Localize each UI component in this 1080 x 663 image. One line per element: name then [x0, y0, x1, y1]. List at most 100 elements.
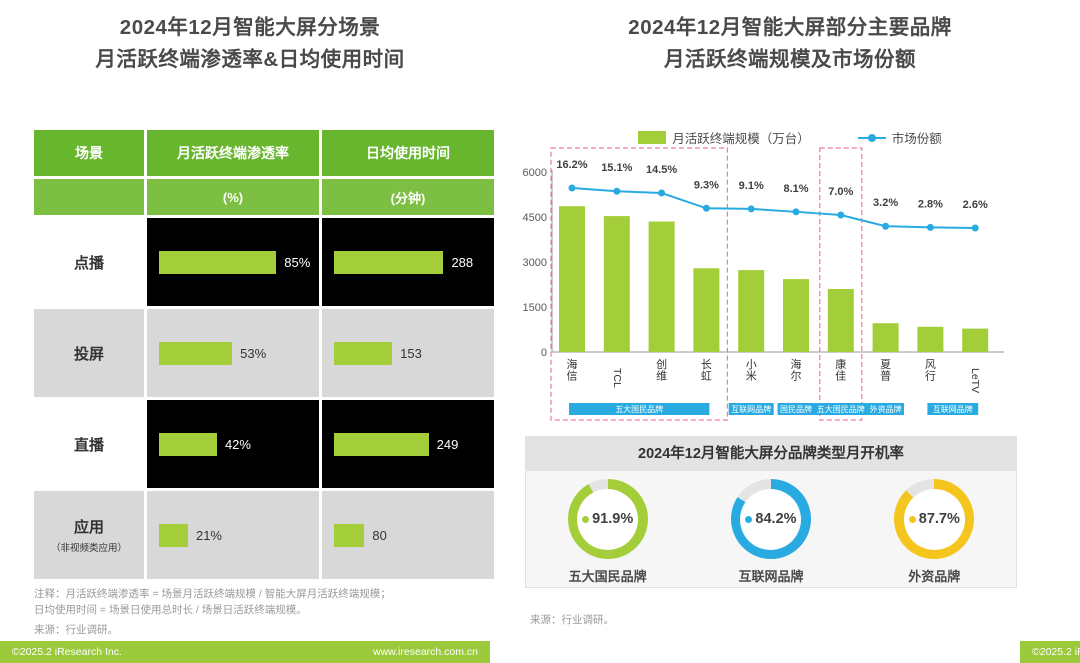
duration-value: 80: [372, 527, 387, 543]
brand-group-label: 五大国民品牌: [615, 404, 663, 414]
penetration-bar: [159, 250, 277, 274]
brand-group-label: 互联网品牌: [731, 404, 771, 414]
right-title-line1: 2024年12月智能大屏部分主要品牌: [628, 16, 952, 39]
penetration-value: 21%: [195, 527, 222, 543]
duration-bar: [334, 341, 393, 365]
share-dot: [792, 208, 800, 216]
duration-cell: 288: [322, 218, 494, 306]
unit-header-penetration: (%): [147, 179, 319, 215]
duration-value: 288: [451, 254, 474, 270]
brand-bar: [693, 268, 720, 352]
legend-share-label: 市场份额: [891, 132, 942, 146]
brand-type-label: 外资品牌: [908, 569, 961, 584]
donut-hole: 91.9%: [577, 488, 639, 550]
right-title-line2: 月活跃终端规模及市场份额: [664, 47, 916, 71]
brand-bar: [603, 216, 630, 352]
penetration-value: 85%: [284, 254, 311, 270]
brand-group-badge: [927, 403, 979, 415]
brand-bar: [962, 328, 989, 352]
value-dot-icon: [745, 515, 753, 523]
scene-name: 点播: [73, 254, 104, 272]
openrate-value: 87.7%: [918, 511, 960, 527]
column-header-penetration: 月活跃终端渗透率: [147, 130, 319, 176]
brand-category-label: TCL: [611, 368, 623, 388]
note-line-2: 日均使用时间 = 场景日使用总时长 / 场景日活跃终端规模。: [34, 604, 307, 617]
legend-item-scale: 月活跃终端规模（万台）: [638, 128, 810, 147]
scene-cell: 点播: [34, 218, 144, 306]
brand-bar: [559, 206, 585, 352]
duration-cell: 153: [322, 309, 494, 397]
right-chart-title: 2024年12月智能大屏部分主要品牌 月活跃终端规模及市场份额: [500, 12, 1080, 76]
duration-bar: [334, 432, 429, 456]
left-chart-title: 2024年12月智能大屏分场景 月活跃终端渗透率&日均使用时间: [0, 12, 500, 76]
line-swatch-icon: [857, 133, 886, 142]
duration-cell: 249: [322, 400, 494, 488]
brand-category-label: 海尔: [791, 357, 802, 383]
y-tick-label: 6000: [523, 167, 547, 179]
left-title-line2: 月活跃终端渗透率&日均使用时间: [95, 47, 405, 71]
scene-cell: 投屏: [34, 309, 144, 397]
duration-value: 249: [436, 436, 459, 452]
scene-name: 应用: [73, 519, 104, 536]
openrate-box: 2024年12月智能大屏分品牌类型月开机率 91.9% 五大国民品牌 84.2% 互联…: [525, 436, 1017, 588]
penetration-cell: 85%: [147, 218, 319, 306]
chart-legend: 月活跃终端规模（万台） 市场份额: [500, 128, 1080, 147]
note-line-1: 注释：月活跃终端渗透率 = 场景月活跃终端规模 / 智能大屏月活跃终端规模；: [34, 588, 391, 600]
share-dot: [747, 205, 755, 213]
legend-scale-label: 月活跃终端规模（万台）: [672, 132, 810, 146]
duration-bar: [334, 523, 365, 547]
penetration-cell: 53%: [147, 309, 319, 397]
duration-value: 153: [400, 345, 422, 361]
share-dot: [971, 224, 979, 232]
openrate-item: 91.9% 五大国民品牌: [567, 479, 648, 585]
brand-category-label: 风行: [925, 358, 936, 383]
brand-bar: [783, 279, 809, 352]
brand-group-label: 互联网品牌: [933, 404, 973, 414]
left-source: 来源：行业调研。: [34, 623, 118, 636]
value-dot-icon: [582, 515, 590, 523]
donut-ring: 87.7%: [894, 479, 975, 559]
share-dot: [613, 187, 621, 195]
left-notes: 注释：月活跃终端渗透率 = 场景月活跃终端规模 / 智能大屏月活跃终端规模； 日…: [34, 586, 391, 638]
share-dot: [568, 184, 576, 192]
y-tick-label: 4500: [523, 212, 547, 224]
brand-group-badge: [569, 403, 710, 415]
scene-name: 投屏: [73, 345, 104, 363]
brand-category-label: LeTV: [969, 368, 981, 393]
penetration-value: 53%: [240, 345, 267, 361]
y-tick-label: 1500: [523, 302, 547, 314]
column-header-scene: 场景: [34, 130, 144, 176]
share-dot: [702, 204, 710, 212]
donut-hole: 87.7%: [903, 488, 965, 550]
donut-ring: 84.2%: [730, 479, 811, 559]
penetration-bar: [159, 432, 217, 456]
share-value-label: 9.1%: [739, 180, 764, 192]
left-footer-copyright: ©2025.2 iResearch Inc.: [12, 646, 122, 658]
share-value-label: 15.1%: [601, 162, 632, 174]
bar-swatch-icon: [638, 131, 667, 144]
share-dot: [882, 222, 890, 230]
share-value-label: 16.2%: [556, 159, 587, 171]
brand-category-label: 创维: [656, 358, 667, 383]
right-footer-copyright: ©2025.2 iResearch Inc.: [1032, 646, 1080, 658]
share-value-label: 14.5%: [646, 164, 677, 176]
left-chart-panel: 2024年12月智能大屏分场景 月活跃终端渗透率&日均使用时间 场景 月活跃终端…: [0, 0, 500, 663]
donut-ring: 91.9%: [567, 479, 648, 559]
group-highlight-box: [819, 147, 863, 421]
donut-row: 91.9% 五大国民品牌 84.2% 互联网品牌 87.7% 外资品牌: [526, 471, 1016, 585]
brand-bar: [872, 323, 899, 352]
value-dot-icon: [908, 515, 916, 523]
line-dot-icon: [867, 133, 876, 142]
duration-cell: 80: [322, 491, 494, 579]
openrate-value: 84.2%: [755, 511, 797, 527]
unit-header-duration: (分钟): [322, 179, 494, 215]
share-value-label: 2.8%: [918, 198, 943, 210]
brand-category-label: 小米: [746, 358, 757, 383]
share-dot: [926, 223, 934, 231]
penetration-cell: 42%: [147, 400, 319, 488]
openrate-value: 91.9%: [592, 511, 634, 527]
unit-header-empty: [34, 179, 144, 215]
brand-bar: [738, 270, 765, 352]
openrate-item: 84.2% 互联网品牌: [730, 479, 811, 585]
